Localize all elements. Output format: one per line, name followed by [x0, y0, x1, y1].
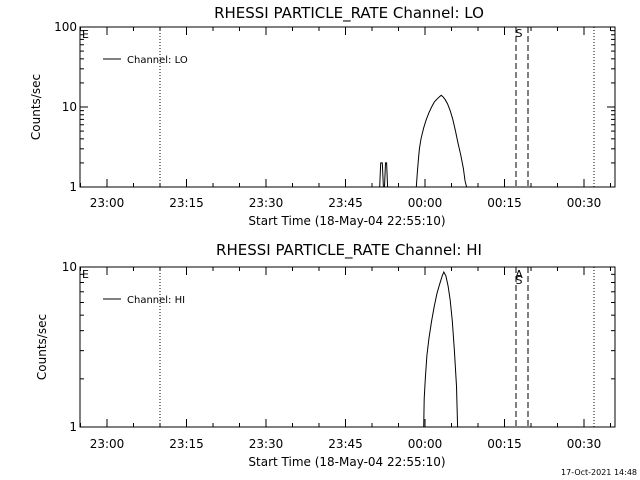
legend-label: Channel: HI — [127, 295, 185, 306]
x-axis-label: Start Time (18-May-04 22:55:10) — [248, 455, 445, 469]
x-tick-label: 23:30 — [249, 437, 284, 451]
x-axis-label: Start Time (18-May-04 22:55:10) — [248, 214, 445, 228]
x-tick-label: 00:15 — [487, 437, 522, 451]
marker-letter: E — [82, 268, 89, 281]
plot-frame — [79, 266, 616, 428]
y-tick-label: 100 — [54, 20, 77, 34]
y-tick-label: 1 — [69, 420, 77, 434]
legend-label: Channel: LO — [127, 55, 188, 66]
footer-timestamp: 17-Oct-2021 14:48 — [561, 468, 637, 477]
x-tick-label: 23:45 — [328, 437, 363, 451]
x-tick-label: 23:15 — [169, 196, 204, 210]
panel-lo: RHESSI PARTICLE_RATE Channel: LO 23:00 23:… — [29, 4, 616, 228]
x-tick-label: 23:15 — [169, 437, 204, 451]
x-tick-label: 00:30 — [567, 437, 602, 451]
marker-letter: A — [515, 268, 523, 281]
x-tick-label: 00:00 — [408, 437, 443, 451]
y-tick-label: 10 — [62, 100, 77, 114]
y-tick-label: 10 — [62, 260, 77, 274]
panel-hi: RHESSI PARTICLE_RATE Channel: HI 23:00 23:… — [35, 241, 616, 469]
chart-title: RHESSI PARTICLE_RATE Channel: LO — [214, 4, 484, 23]
series-line — [378, 94, 468, 188]
marker-letter: S — [516, 27, 523, 40]
x-tick-label: 23:00 — [90, 196, 125, 210]
series-line — [423, 270, 459, 428]
x-tick-label: 00:15 — [487, 196, 522, 210]
marker-letter: E — [82, 28, 89, 41]
x-tick-label: 23:00 — [90, 437, 125, 451]
y-tick-label: 1 — [69, 180, 77, 194]
marker-letter: S — [516, 274, 523, 287]
x-tick-label: 23:30 — [249, 196, 284, 210]
x-tick-label: 23:45 — [328, 196, 363, 210]
chart-title: RHESSI PARTICLE_RATE Channel: HI — [216, 241, 482, 260]
y-axis-label: Counts/sec — [35, 314, 49, 380]
x-tick-label: 00:00 — [408, 196, 443, 210]
y-axis-label: Counts/sec — [29, 74, 43, 140]
x-tick-label: 00:30 — [567, 196, 602, 210]
